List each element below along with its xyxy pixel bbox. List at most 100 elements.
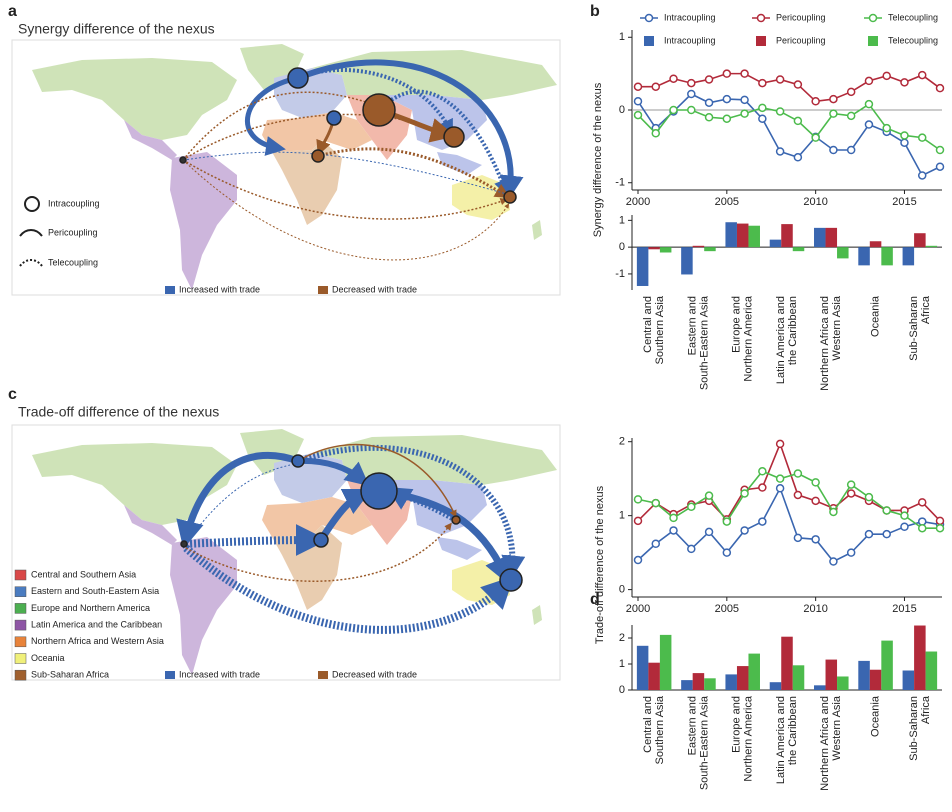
point — [864, 492, 874, 502]
x-tick-label: Latin America and — [775, 296, 787, 384]
point — [722, 517, 732, 526]
panel-letter: d — [590, 591, 600, 608]
x-tick-label: Northern Africa and — [819, 696, 831, 791]
point — [633, 516, 643, 526]
bar — [925, 245, 938, 248]
bar — [725, 674, 737, 690]
bar — [692, 673, 705, 690]
x-tick-label: Central and — [642, 696, 654, 753]
point — [704, 527, 714, 537]
point — [900, 78, 909, 87]
x-tick-label: Sub-Saharan — [908, 296, 920, 361]
point — [882, 123, 891, 133]
bar — [837, 676, 849, 690]
point — [935, 162, 945, 171]
legend-text: Increased with trade — [179, 284, 260, 294]
point — [846, 548, 856, 557]
y-tick-label: -1 — [615, 268, 625, 280]
bar — [781, 636, 793, 690]
bar — [914, 625, 926, 690]
nodes — [180, 454, 523, 592]
x-tick-label: Western Asia — [831, 695, 843, 760]
legend-text: Eastern and South-Eastern Asia — [31, 586, 159, 596]
point — [669, 105, 678, 115]
y-tick-label: 0 — [619, 584, 625, 596]
legend-marker — [756, 13, 766, 23]
x-tick-label: 2015 — [892, 196, 916, 208]
legend-swatch — [14, 669, 27, 681]
x-tick-label: South-Eastern Asia — [698, 295, 710, 390]
legend-swatch — [14, 653, 27, 664]
bar — [748, 225, 760, 248]
legend-text: Sub-Saharan Africa — [31, 670, 109, 680]
x-tick-label: Northern Africa and — [819, 296, 831, 391]
point — [651, 539, 661, 549]
series-line — [637, 441, 941, 522]
y-tick-label: 2 — [619, 632, 625, 644]
legend-text: Decreased with trade — [332, 284, 417, 294]
point — [882, 71, 891, 81]
series-line — [638, 72, 941, 103]
point — [740, 526, 749, 535]
legend-text: Decreased with trade — [332, 669, 417, 679]
legend-swatch — [644, 36, 654, 46]
x-tick-label: Northern America — [743, 295, 755, 381]
bar — [792, 665, 805, 690]
bar — [825, 659, 838, 690]
legend-swatch — [14, 569, 27, 581]
point — [829, 507, 838, 517]
x-tick-label: Latin America and — [775, 696, 787, 784]
bar — [681, 247, 693, 275]
point — [633, 97, 643, 106]
x-tick-label: Western Asia — [831, 295, 843, 360]
series-line — [637, 470, 940, 530]
panel-letter: a — [8, 3, 17, 20]
point — [687, 105, 696, 115]
bar — [781, 224, 793, 248]
point — [829, 145, 838, 155]
x-tick-label: 2010 — [803, 196, 827, 208]
panel-letter: b — [590, 3, 600, 20]
x-tick-label: Europe and — [731, 296, 743, 353]
point — [704, 491, 714, 500]
nodes — [179, 67, 517, 204]
x-tick-label: Oceania — [869, 295, 881, 337]
point — [775, 147, 785, 156]
bar — [858, 247, 870, 266]
point — [811, 478, 820, 487]
bar — [881, 640, 893, 690]
legend-text: Pericoupling — [776, 35, 826, 45]
point — [687, 89, 696, 99]
point — [651, 82, 661, 91]
bar — [881, 247, 893, 266]
point — [882, 529, 891, 539]
x-tick-label: 2000 — [626, 603, 650, 615]
x-tick-label: 2005 — [715, 196, 739, 208]
series-line — [637, 93, 941, 177]
panel-title: Synergy difference of the nexus — [18, 21, 215, 37]
x-tick-label: Africa — [920, 295, 932, 324]
point — [740, 95, 749, 105]
point — [811, 97, 820, 106]
bar — [869, 669, 882, 690]
point — [758, 483, 767, 492]
bar — [704, 678, 716, 690]
point — [687, 78, 696, 88]
series-line — [637, 486, 941, 563]
x-tick-label: Northern America — [743, 695, 755, 781]
y-tick-label: 1 — [619, 510, 625, 522]
legend-swatch — [868, 36, 878, 46]
point — [651, 498, 661, 508]
legend-text: Telecoupling — [888, 12, 938, 22]
bar — [736, 223, 749, 248]
bar — [681, 680, 693, 690]
point — [935, 83, 945, 93]
point — [900, 138, 909, 147]
bar — [814, 227, 826, 248]
bar — [837, 247, 849, 259]
point — [758, 114, 767, 123]
bar — [825, 227, 838, 248]
point — [917, 133, 927, 142]
x-tick-label: Africa — [920, 695, 932, 724]
point — [935, 523, 945, 533]
